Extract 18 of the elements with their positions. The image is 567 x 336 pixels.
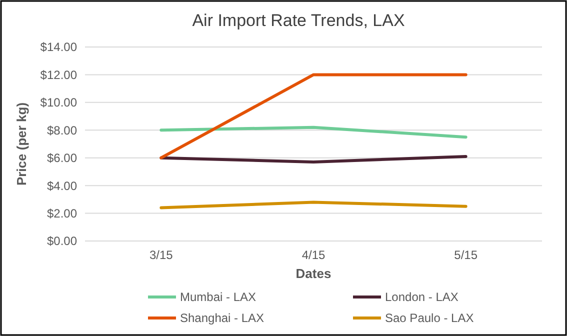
y-tick-label: $10.00 xyxy=(40,96,78,110)
y-tick-label: $6.00 xyxy=(46,151,78,166)
legend-label: Shanghai - LAX xyxy=(180,311,264,326)
y-axis-title: Price (per kg) xyxy=(14,102,29,186)
y-tick-label: $2.00 xyxy=(46,206,78,220)
x-tick-label: 5/15 xyxy=(454,248,478,262)
legend-label: London - LAX xyxy=(385,290,458,304)
x-tick-label: 3/15 xyxy=(149,248,174,262)
y-tick-label: $12.00 xyxy=(40,68,78,82)
legend-label: Sao Paulo - LAX xyxy=(385,311,474,326)
legend-label: Mumbai - LAX xyxy=(180,290,256,304)
y-tick-label: $14.00 xyxy=(40,40,78,54)
y-tick-label: $8.00 xyxy=(46,123,78,138)
y-tick-label: $0.00 xyxy=(46,234,78,248)
x-axis-title: Dates xyxy=(296,266,332,281)
x-tick-label: 4/15 xyxy=(302,248,326,262)
y-tick-label: $4.00 xyxy=(46,178,78,193)
chart-title: Air Import Rate Trends, LAX xyxy=(192,11,405,30)
